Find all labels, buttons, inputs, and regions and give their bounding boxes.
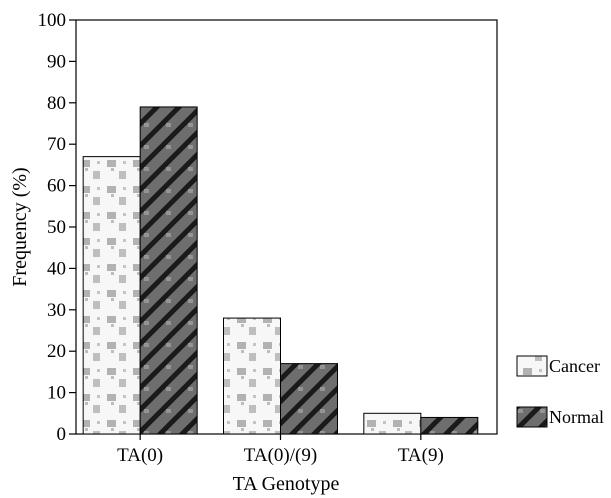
legend-swatch-cancer: [516, 355, 548, 377]
x-tick-label: TA(0): [117, 445, 163, 466]
legend-swatch-normal: [516, 406, 548, 428]
bar-normal-2: [280, 363, 338, 435]
bar-cancer-3: [363, 412, 422, 435]
x-axis: TA(0) TA(0)/(9) TA(9): [117, 434, 444, 466]
legend: Cancer Normal: [516, 355, 604, 428]
legend-label-normal: Normal: [549, 407, 604, 427]
x-tick-label: TA(0)/(9): [244, 445, 317, 466]
bar-normal-1: [139, 106, 198, 435]
x-axis-title: TA Genotype: [233, 473, 340, 495]
y-tick-label: 60: [47, 176, 66, 197]
y-tick-label: 100: [38, 10, 67, 31]
bar-cancer-1: [82, 156, 141, 435]
x-tick-label: TA(9): [398, 445, 444, 466]
y-tick-label: 90: [47, 51, 66, 72]
y-tick-label: 30: [47, 300, 66, 321]
y-tick-label: 50: [47, 217, 66, 238]
legend-label-cancer: Cancer: [549, 356, 600, 376]
y-tick-label: 70: [47, 134, 66, 155]
bars: [82, 106, 479, 435]
bar-normal-3: [420, 416, 479, 435]
y-tick-label: 40: [47, 258, 66, 279]
y-axis: 0 10 20 30 40 50 60 70 80 90 100: [38, 10, 76, 445]
y-tick-label: 0: [57, 424, 67, 445]
y-tick-label: 10: [47, 383, 66, 404]
bar-cancer-2: [223, 317, 281, 435]
y-tick-label: 20: [47, 341, 66, 362]
y-axis-title: Frequency (%): [9, 167, 31, 286]
y-tick-label: 80: [47, 93, 66, 114]
